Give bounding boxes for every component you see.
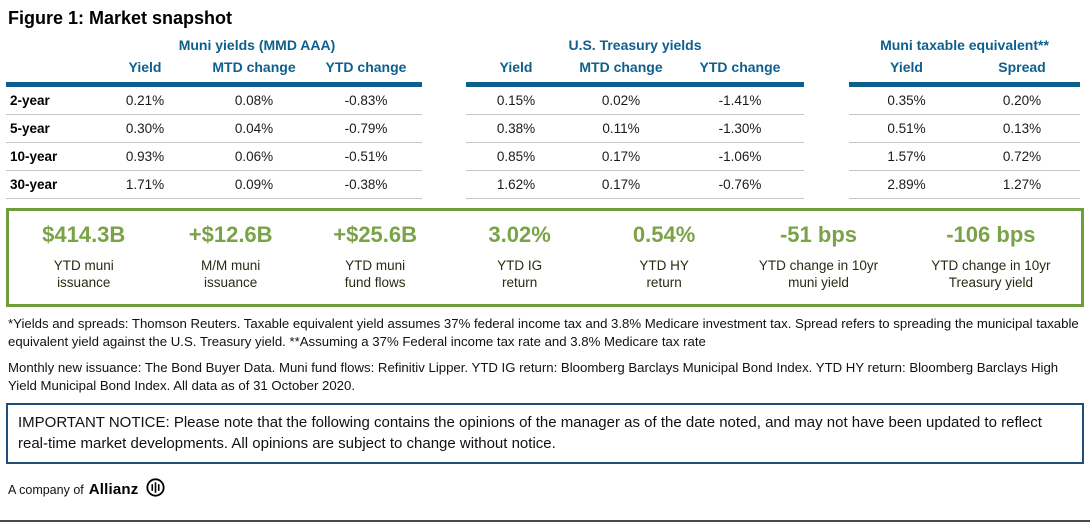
- stat-label: M/M muni issuance: [201, 257, 261, 291]
- table-group-header-row: Muni yields (MMD AAA) U.S. Treasury yiel…: [6, 37, 1084, 59]
- row-gap: [422, 171, 466, 199]
- te-yield-value: 0.35%: [849, 87, 964, 115]
- stat-value: 3.02%: [488, 222, 551, 247]
- row-label: 10-year: [6, 143, 92, 171]
- group-header-treasury-yields: U.S. Treasury yields: [568, 37, 702, 53]
- muni-yield-value: 1.71%: [92, 171, 198, 199]
- muni-mtd-value: 0.04%: [198, 115, 310, 143]
- header-rule-muni: [6, 82, 422, 87]
- stat-label: YTD HY return: [639, 257, 689, 291]
- row-label: 2-year: [6, 87, 92, 115]
- muni-ytd-value: -0.51%: [310, 143, 422, 171]
- row-label: 30-year: [6, 171, 92, 199]
- stat-value: -106 bps: [946, 222, 1036, 247]
- muni-mtd-value: 0.08%: [198, 87, 310, 115]
- footnote-yields-sources: *Yields and spreads: Thomson Reuters. Ta…: [8, 316, 1079, 349]
- row-gap: [804, 171, 849, 199]
- column-header-te-yield: Yield: [890, 59, 923, 75]
- muni-ytd-value: -0.79%: [310, 115, 422, 143]
- summary-stats-box: $414.3B YTD muni issuance +$12.6B M/M mu…: [6, 208, 1084, 308]
- stat-ytd-change-treasury-yield: -106 bps YTD change in 10yr Treasury yie…: [901, 221, 1081, 292]
- row-gap: [804, 115, 849, 143]
- treasury-yield-value: 0.85%: [466, 143, 566, 171]
- column-header-treasury-yield: Yield: [499, 59, 533, 75]
- row-label: 5-year: [6, 115, 92, 143]
- important-notice-box: IMPORTANT NOTICE: Please note that the f…: [6, 403, 1084, 464]
- muni-yield-value: 0.21%: [92, 87, 198, 115]
- stat-value: +$12.6B: [188, 222, 273, 247]
- column-header-muni-ytd: YTD change: [325, 59, 407, 75]
- te-yield-value: 1.57%: [849, 143, 964, 171]
- stat-label: YTD change in 10yr Treasury yield: [931, 257, 1051, 291]
- row-gap: [804, 143, 849, 171]
- footer: A company of Allianz: [6, 464, 1084, 502]
- stat-value: -51 bps: [779, 222, 858, 247]
- te-spread-value: 1.27%: [964, 171, 1080, 199]
- header-rule-taxable: [849, 82, 1080, 87]
- treasury-mtd-value: 0.02%: [566, 87, 676, 115]
- treasury-ytd-value: -1.41%: [676, 87, 804, 115]
- row-gap: [422, 115, 466, 143]
- treasury-ytd-value: -1.30%: [676, 115, 804, 143]
- row-gap: [422, 143, 466, 171]
- page-title: Figure 1: Market snapshot: [8, 8, 233, 28]
- stat-value: $414.3B: [42, 222, 126, 247]
- treasury-ytd-value: -1.06%: [676, 143, 804, 171]
- treasury-mtd-value: 0.11%: [566, 115, 676, 143]
- stat-value: +$25.6B: [333, 222, 418, 247]
- te-spread-value: 0.20%: [964, 87, 1080, 115]
- stat-label: YTD change in 10yr muni yield: [758, 257, 879, 291]
- column-header-te-spread: Spread: [998, 59, 1046, 75]
- market-snapshot-page: Figure 1: Market snapshot Muni yields (M…: [6, 8, 1084, 502]
- column-header-treasury-mtd: MTD change: [579, 59, 663, 75]
- row-gap: [804, 87, 849, 115]
- bottom-divider-rule: [0, 520, 1090, 522]
- stat-label: YTD muni issuance: [53, 257, 114, 291]
- treasury-mtd-value: 0.17%: [566, 171, 676, 199]
- header-rule-treasury: [466, 82, 804, 87]
- treasury-yield-value: 0.15%: [466, 87, 566, 115]
- footnote-data-sources: Monthly new issuance: The Bond Buyer Dat…: [8, 360, 1059, 393]
- table-row: 2-year 0.21% 0.08% -0.83% 0.15% 0.02% -1…: [6, 87, 1084, 115]
- table-row: 5-year 0.30% 0.04% -0.79% 0.38% 0.11% -1…: [6, 115, 1084, 143]
- te-yield-value: 0.51%: [849, 115, 964, 143]
- footer-prefix-text: A company of: [8, 482, 84, 497]
- treasury-yield-value: 1.62%: [466, 171, 566, 199]
- column-header-treasury-ytd: YTD change: [699, 59, 781, 75]
- table-row: 30-year 1.71% 0.09% -0.38% 1.62% 0.17% -…: [6, 171, 1084, 199]
- allianz-brand-name: Allianz: [88, 481, 139, 499]
- stat-ytd-muni-issuance: $414.3B YTD muni issuance: [9, 221, 158, 292]
- treasury-mtd-value: 0.17%: [566, 143, 676, 171]
- muni-ytd-value: -0.38%: [310, 171, 422, 199]
- muni-mtd-value: 0.09%: [198, 171, 310, 199]
- muni-yield-value: 0.30%: [92, 115, 198, 143]
- stat-label: YTD muni fund flows: [344, 257, 406, 291]
- table-header-rule-row: [6, 82, 1084, 87]
- stat-mm-muni-issuance: +$12.6B M/M muni issuance: [158, 221, 302, 292]
- stat-ytd-change-muni-yield: -51 bps YTD change in 10yr muni yield: [736, 221, 900, 292]
- stat-ytd-ig-return: 3.02% YTD IG return: [447, 221, 591, 292]
- treasury-yield-value: 0.38%: [466, 115, 566, 143]
- row-gap: [422, 87, 466, 115]
- treasury-ytd-value: -0.76%: [676, 171, 804, 199]
- table-row: 10-year 0.93% 0.06% -0.51% 0.85% 0.17% -…: [6, 143, 1084, 171]
- muni-yield-value: 0.93%: [92, 143, 198, 171]
- stat-value: 0.54%: [632, 222, 696, 247]
- te-yield-value: 2.89%: [849, 171, 964, 199]
- group-header-taxable-equivalent: Muni taxable equivalent**: [880, 37, 1049, 53]
- table-subheader-row: Yield MTD change YTD change Yield MTD ch…: [6, 59, 1084, 82]
- stat-label: YTD IG return: [497, 257, 543, 291]
- stat-ytd-muni-fund-flows: +$25.6B YTD muni fund flows: [303, 221, 447, 292]
- group-header-muni-yields: Muni yields (MMD AAA): [178, 37, 336, 53]
- te-spread-value: 0.72%: [964, 143, 1080, 171]
- column-header-muni-yield: Yield: [128, 59, 162, 75]
- te-spread-value: 0.13%: [964, 115, 1080, 143]
- muni-ytd-value: -0.83%: [310, 87, 422, 115]
- footnotes-section: *Yields and spreads: Thomson Reuters. Ta…: [6, 313, 1084, 394]
- stat-ytd-hy-return: 0.54% YTD HY return: [592, 221, 736, 292]
- column-header-muni-mtd: MTD change: [212, 59, 296, 75]
- allianz-eagle-icon: [145, 478, 165, 502]
- muni-mtd-value: 0.06%: [198, 143, 310, 171]
